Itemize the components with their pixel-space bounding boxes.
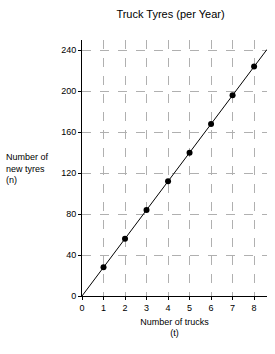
svg-text:4: 4: [166, 303, 171, 313]
svg-text:5: 5: [187, 303, 192, 313]
svg-text:Number ofnew tyres(n): Number ofnew tyres(n): [6, 152, 49, 185]
svg-text:Number of trucks(t): Number of trucks(t): [140, 317, 209, 339]
svg-text:0: 0: [71, 291, 76, 301]
svg-text:240: 240: [61, 45, 76, 55]
svg-text:1: 1: [101, 303, 106, 313]
svg-text:40: 40: [66, 250, 76, 260]
svg-text:120: 120: [61, 168, 76, 178]
svg-text:80: 80: [66, 209, 76, 219]
svg-text:2: 2: [123, 303, 128, 313]
svg-text:3: 3: [144, 303, 149, 313]
svg-text:0: 0: [79, 303, 84, 313]
svg-text:8: 8: [252, 303, 257, 313]
svg-text:6: 6: [209, 303, 214, 313]
svg-text:200: 200: [61, 86, 76, 96]
svg-text:160: 160: [61, 127, 76, 137]
svg-text:7: 7: [230, 303, 235, 313]
svg-text:Truck Tyres (per Year): Truck Tyres (per Year): [116, 8, 224, 20]
